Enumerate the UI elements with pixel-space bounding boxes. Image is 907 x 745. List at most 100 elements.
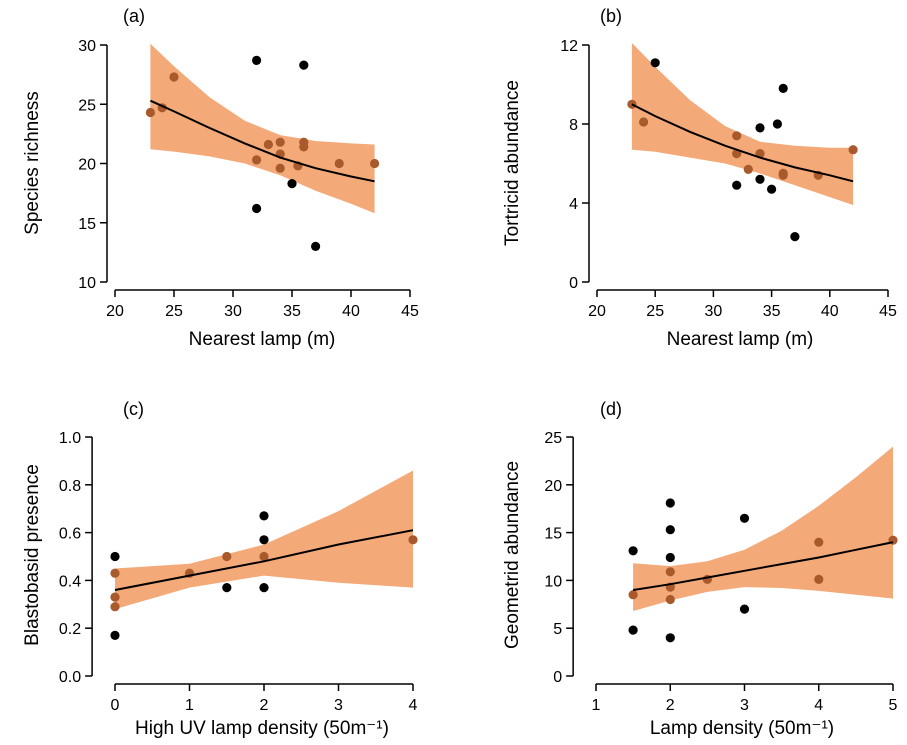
panel-d: 1 2 3 4 5 0 5 10 15 20 25 Lamp density (50m⁻¹) Geome…: [502, 399, 898, 739]
data-point: [408, 535, 418, 545]
y-tick-label: 15: [544, 526, 562, 543]
data-point: [732, 131, 742, 141]
y-tick-label: 20: [78, 157, 96, 174]
data-point: [650, 58, 660, 68]
x-tick-label: 40: [821, 303, 839, 320]
y-tick-label: 25: [544, 430, 562, 447]
y-tick-label: 8: [569, 117, 578, 134]
data-point: [755, 123, 765, 133]
data-point: [639, 117, 649, 127]
x-tick-label: 25: [646, 303, 664, 320]
data-point: [732, 180, 742, 190]
data-point: [259, 511, 269, 521]
data-point: [665, 594, 675, 605]
y-axis-title: Tortricid abundance: [502, 80, 523, 246]
x-tick-label: 3: [740, 697, 749, 714]
y-axis-title: Blastobasid presence: [22, 464, 43, 646]
y-tick-label: 1.0: [59, 430, 81, 447]
x-tick-label: 20: [106, 303, 124, 320]
data-point: [275, 137, 285, 147]
data-point: [110, 551, 120, 562]
data-point: [252, 55, 262, 65]
data-point: [665, 552, 675, 563]
data-point: [299, 142, 309, 152]
x-tick-label: 1: [592, 697, 601, 714]
confidence-band: [150, 43, 375, 214]
data-point: [814, 574, 824, 585]
data-point: [790, 232, 800, 242]
y-tick-label: 0.2: [59, 621, 81, 638]
data-point: [222, 551, 232, 562]
y-tick-label: 30: [78, 38, 96, 55]
x-tick-label: 20: [588, 303, 606, 320]
data-point: [259, 535, 269, 545]
x-tick-label: 0: [111, 697, 120, 714]
y-tick-label: 4: [569, 196, 578, 213]
x-tick-label: 3: [334, 697, 343, 714]
x-tick-label: 30: [224, 303, 242, 320]
panel-c: 0 1 2 3 4 0.0 0.2 0.4 0.6 0.8 1.0 High UV lamp dens…: [22, 399, 418, 739]
fit-line: [114, 529, 414, 591]
data-point: [665, 525, 675, 535]
data-point: [287, 179, 297, 189]
y-tick-label: 0: [569, 275, 578, 292]
data-point: [767, 184, 777, 194]
data-point: [628, 546, 638, 556]
x-tick-label: 4: [814, 697, 823, 714]
data-point: [739, 513, 750, 523]
panel-a: 20 25 30 35 40 45 10 15 20 25 30 Nearest lamp (m) Sp…: [22, 6, 419, 350]
data-point: [665, 633, 675, 643]
fit-line: [632, 541, 894, 591]
y-tick-label: 12: [560, 38, 578, 55]
data-point: [222, 583, 232, 593]
x-tick-label: 2: [666, 697, 675, 714]
data-point: [334, 158, 344, 169]
data-point: [259, 583, 269, 593]
x-tick-label: 25: [165, 303, 183, 320]
x-tick-label: 4: [409, 697, 418, 714]
data-point: [275, 163, 285, 173]
panel-b: 20 25 30 35 40 45 0 4 8 12 Nearest lamp (m) Tortric…: [502, 6, 897, 350]
y-tick-label: 0.0: [59, 669, 81, 686]
confidence-band: [631, 43, 854, 205]
data-point: [252, 155, 262, 165]
data-point: [263, 139, 273, 150]
data-point: [311, 241, 321, 251]
data-point: [370, 158, 380, 169]
fit-line: [631, 103, 854, 183]
data-point: [743, 164, 753, 174]
data-point: [665, 498, 675, 508]
data-point: [628, 590, 638, 600]
panel-label: (b): [600, 6, 622, 26]
x-tick-label: 30: [705, 303, 723, 320]
data-point: [110, 630, 120, 641]
x-tick-label: 45: [401, 303, 419, 320]
panel-label: (a): [123, 6, 145, 26]
data-point: [665, 567, 675, 577]
x-tick-label: 35: [283, 303, 301, 320]
x-tick-label: 5: [889, 697, 898, 714]
y-tick-label: 25: [78, 97, 96, 114]
x-tick-label: 40: [342, 303, 360, 320]
y-tick-label: 10: [544, 573, 562, 590]
y-axis-title: Geometrid abundance: [502, 461, 523, 649]
data-point: [110, 602, 120, 612]
y-tick-label: 5: [553, 621, 562, 638]
x-tick-label: 35: [763, 303, 781, 320]
data-point: [739, 604, 750, 614]
panel-label: (c): [123, 399, 144, 419]
data-point: [110, 568, 120, 578]
panel-label: (d): [600, 399, 622, 419]
data-point: [145, 107, 155, 118]
confidence-band: [633, 446, 893, 611]
x-tick-label: 45: [879, 303, 897, 320]
y-axis-title: Species richness: [22, 91, 43, 235]
x-tick-label: 1: [185, 697, 194, 714]
data-point: [299, 60, 309, 70]
x-axis-title: High UV lamp density (50m⁻¹): [135, 718, 389, 739]
y-tick-label: 0: [553, 669, 562, 686]
data-point: [778, 170, 788, 180]
data-point: [755, 174, 765, 184]
data-point: [772, 119, 783, 129]
